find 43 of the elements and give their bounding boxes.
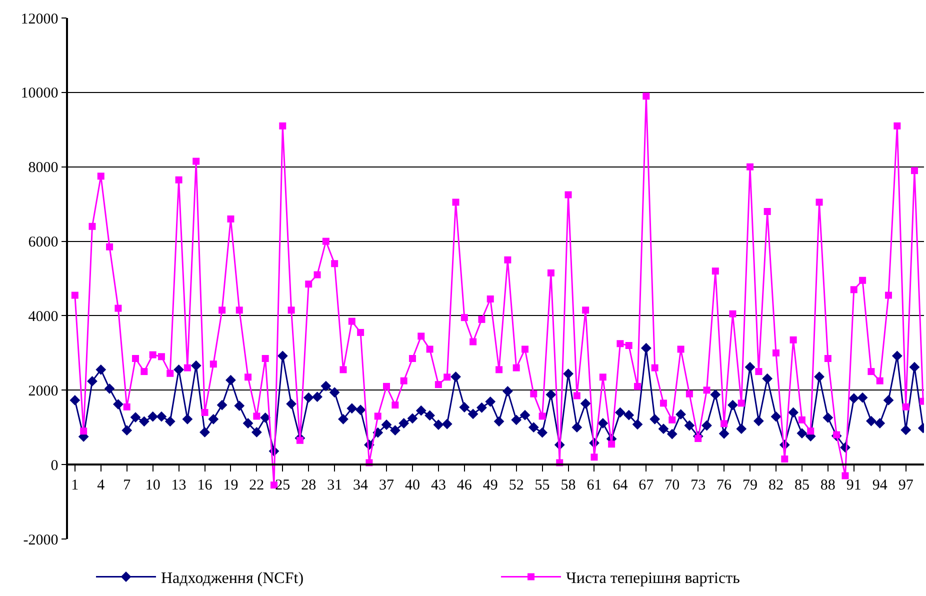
y-tick-label: -2000: [23, 532, 58, 548]
x-tick-label: 10: [145, 477, 160, 494]
x-tick-label: 76: [716, 477, 732, 494]
x-tick-label: 7: [123, 477, 132, 494]
x-tick-label: 64: [612, 477, 628, 494]
y-tick-label: 12000: [20, 11, 58, 28]
x-tick-label: 19: [223, 477, 238, 494]
x-tick-label: 91: [846, 477, 862, 494]
x-tick-label: 46: [456, 477, 472, 494]
y-tick-label: 10000: [20, 86, 58, 102]
x-tick-label: 61: [586, 477, 602, 494]
x-tick-label: 13: [171, 477, 186, 494]
y-tick-label: 2000: [28, 383, 58, 400]
x-tick-label: 58: [560, 477, 576, 494]
x-tick-label: 40: [404, 477, 420, 494]
y-tick-label: 6000: [28, 234, 58, 251]
x-tick-label: 16: [197, 477, 213, 494]
x-tick-label: 25: [275, 477, 290, 494]
x-tick-label: 82: [768, 477, 784, 494]
x-tick-label: 28: [301, 477, 316, 494]
legend-label: Чиста теперішня вартість: [566, 570, 740, 587]
x-tick-label: 37: [379, 477, 395, 494]
x-tick-label: 31: [327, 477, 342, 494]
x-tick-label: 85: [794, 477, 810, 494]
y-tick-label: 8000: [28, 160, 58, 176]
y-tick-label: 4000: [28, 308, 58, 325]
x-tick-label: 55: [534, 477, 550, 494]
x-tick-label: 97: [898, 477, 914, 494]
legend-label: Надходження (NCFt): [161, 570, 304, 587]
x-tick-label: 1: [71, 477, 79, 494]
x-tick-label: 22: [249, 477, 264, 494]
x-tick-label: 88: [820, 477, 836, 494]
x-tick-label: 73: [690, 477, 706, 494]
x-tick-label: 70: [664, 477, 680, 494]
x-tick-label: 67: [638, 477, 654, 494]
x-tick-label: 34: [353, 477, 369, 494]
x-tick-label: 94: [872, 477, 888, 494]
x-tick-label: 79: [742, 477, 758, 494]
x-tick-label: 4: [97, 477, 106, 494]
x-tick-label: 43: [430, 477, 446, 494]
y-tick-label: 0: [50, 458, 58, 474]
x-tick-label: 52: [508, 477, 524, 494]
x-tick-label: 49: [482, 477, 498, 494]
